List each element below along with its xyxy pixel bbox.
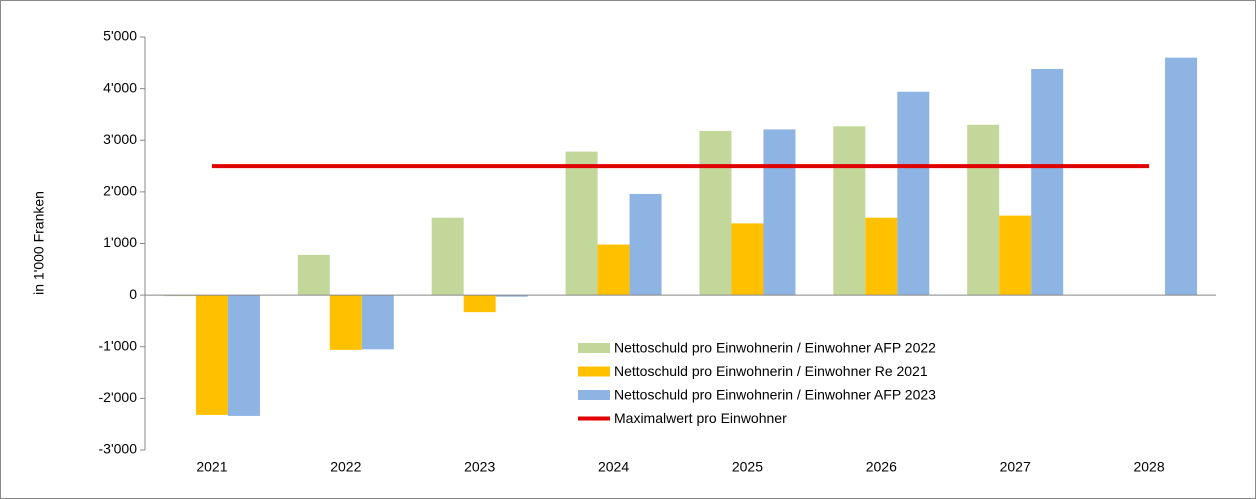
bar [897,91,930,296]
bar [629,193,662,296]
legend-label: Maximalwert pro Einwohner [614,410,787,426]
x-tick-label: 2023 [464,459,495,475]
x-tick-label: 2025 [732,459,763,475]
y-tick-label: 0 [129,286,137,302]
legend-swatch [578,343,610,353]
bar [227,295,260,416]
y-tick-label: -1'000 [99,337,138,353]
x-tick-label: 2022 [330,459,361,475]
y-tick-label: 1'000 [103,234,137,250]
bar [833,126,866,296]
y-tick-label: 4'000 [103,79,137,95]
bar [763,129,796,296]
legend-label: Nettoschuld pro Einwohnerin / Einwohner … [614,363,928,379]
bar [597,244,630,296]
y-tick-label: -3'000 [99,441,138,457]
bar [565,151,598,296]
bar [1031,69,1064,296]
x-tick-label: 2026 [866,459,897,475]
bar [195,295,228,415]
bar [731,223,764,296]
x-tick-label: 2021 [196,459,227,475]
bar [329,295,362,350]
x-tick-label: 2028 [1133,459,1164,475]
bar [699,130,732,296]
y-tick-label: 2'000 [103,183,137,199]
bar [297,254,330,296]
bar [1165,57,1198,296]
x-tick-label: 2027 [1000,459,1031,475]
bar [967,124,1000,296]
bar [495,295,528,297]
bar [999,215,1032,296]
y-tick-label: 5'000 [103,28,137,44]
bar [361,295,394,350]
legend-label: Nettoschuld pro Einwohnerin / Einwohner … [614,340,936,356]
x-tick-label: 2024 [598,459,629,475]
bar [431,217,464,296]
legend-swatch [578,390,610,400]
y-tick-label: -2'000 [99,389,138,405]
legend-label: Nettoschuld pro Einwohnerin / Einwohner … [614,387,936,403]
y-tick-label: 3'000 [103,131,137,147]
y-axis-label: in 1'000 Franken [31,191,47,295]
bar [865,217,898,296]
legend-swatch [578,366,610,377]
bar [463,295,496,313]
